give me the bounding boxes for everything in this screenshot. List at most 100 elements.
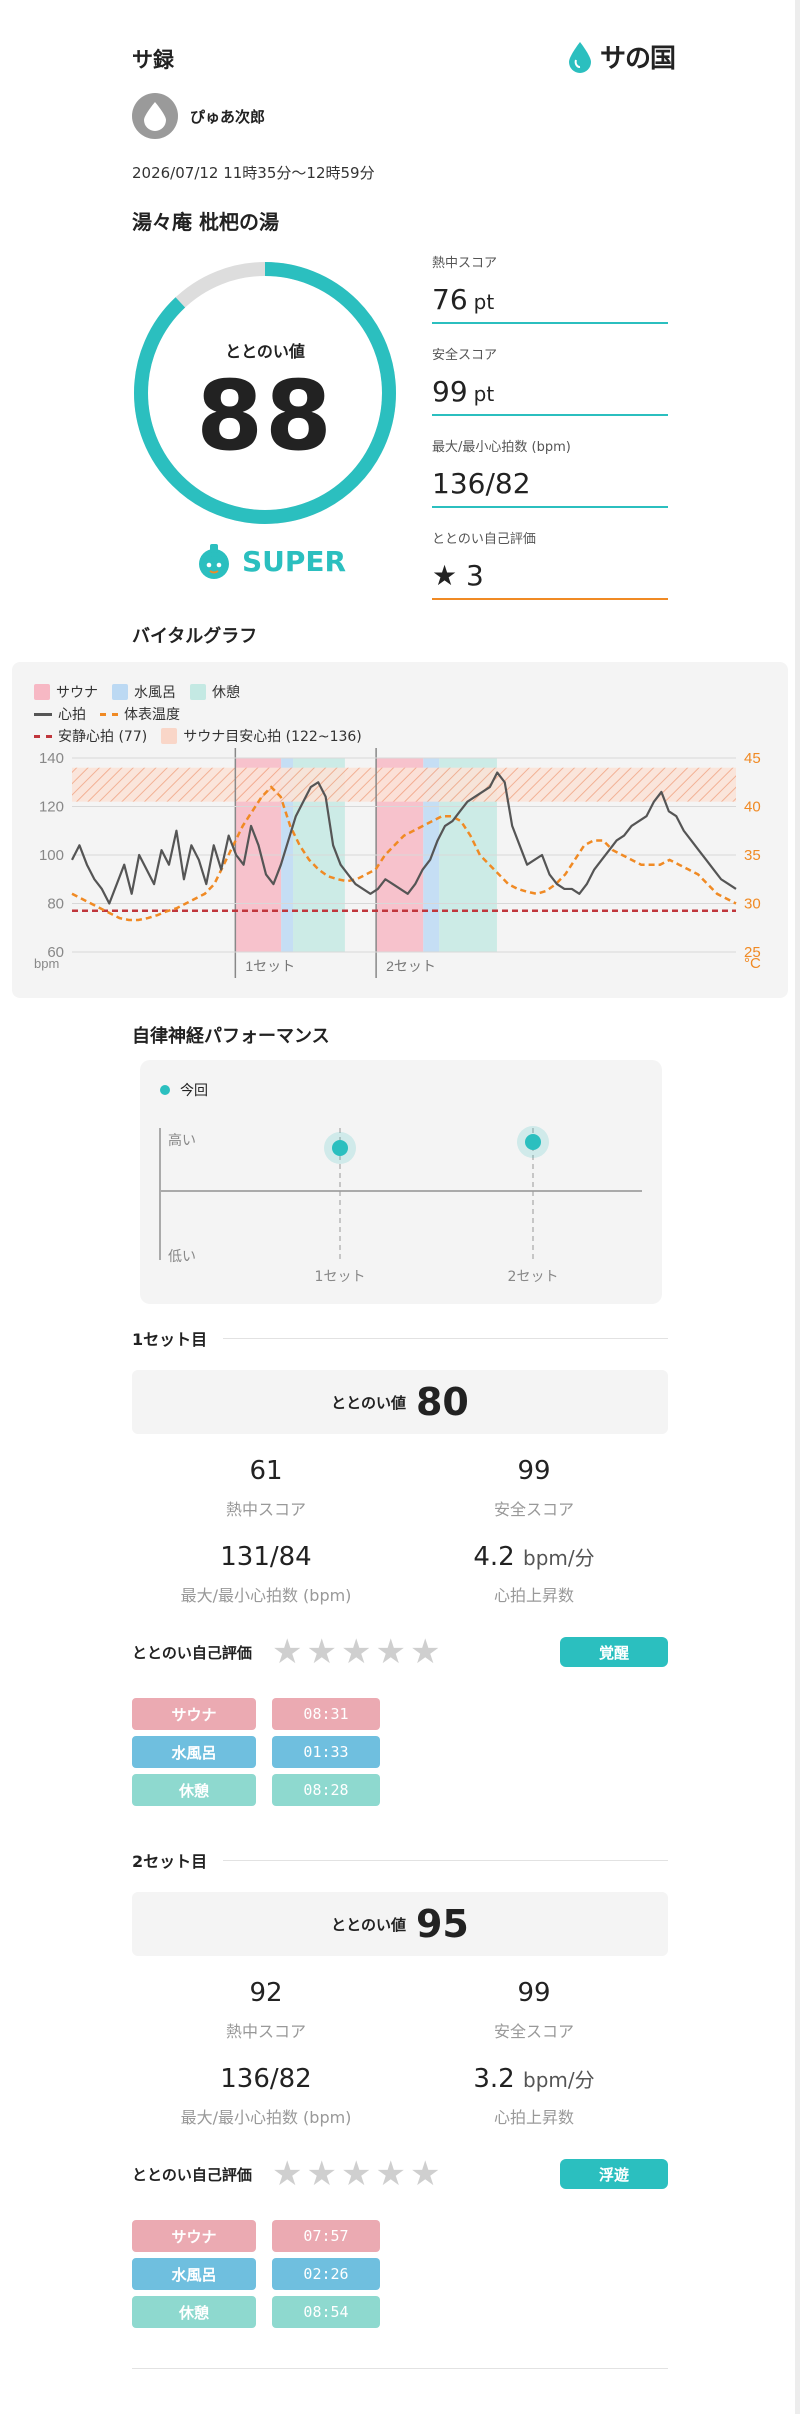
y-left-tick: 60 <box>47 944 64 961</box>
heart-rate-line <box>71 771 737 905</box>
star-icon[interactable]: ★ <box>375 1632 406 1672</box>
facility-name: 湯々庵 枇杷の湯 <box>132 210 279 234</box>
set-2-hr: 136/82 最大/最小心拍数 (bpm) <box>180 2064 352 2127</box>
set-1-header: 1セット目 <box>132 1326 668 1350</box>
bottom-divider <box>132 2368 668 2369</box>
set-2-heat: 92 熱中スコア <box>225 1978 306 2041</box>
legend-water: 水風呂 <box>112 682 176 702</box>
heart-rate-metric: 最大/最小心拍数 (bpm) 136/82 <box>432 436 668 508</box>
set-1-times: サウナ 08:31 水風呂 01:33 休憩 08:28 <box>132 1698 380 1806</box>
y-right-tick: 25 <box>744 944 761 961</box>
y-left-tick: 80 <box>47 896 64 913</box>
set-1-state-badge: 覚醒 <box>560 1637 668 1667</box>
set-1-safe: 99 安全スコア <box>493 1456 574 1519</box>
set-1-eval-row: ととのい自己評価 ★ ★ ★ ★ ★ 覚醒 <box>132 1632 668 1672</box>
set-1-totonoi-value: 80 <box>415 1380 469 1424</box>
set-1-rating-stars[interactable]: ★ ★ ★ ★ ★ <box>272 1632 440 1672</box>
metric-unit: pt <box>473 290 495 314</box>
session-datetime: 2026/07/12 11時35分〜12時59分 <box>132 164 375 182</box>
legend-rest: 休憩 <box>190 682 240 702</box>
y-right-tick: 40 <box>744 799 761 816</box>
y-right-tick: 45 <box>744 750 761 767</box>
metric-value: ★ 3 <box>432 559 484 592</box>
metric-value: 99 <box>432 375 468 408</box>
legend-resting: 安静心拍 (77) <box>34 726 147 746</box>
set-label-1: 1セット <box>245 958 295 974</box>
brand-logo: サの国 <box>566 38 676 75</box>
set-2-totonoi: ととのい値 95 <box>132 1892 668 1956</box>
set-1-hr: 131/84 最大/最小心拍数 (bpm) <box>180 1542 352 1605</box>
set-2-rise: 3.2 bpm/分 心拍上昇数 <box>473 2064 595 2127</box>
ans-high-label: 高い <box>168 1133 196 1149</box>
set-2-eval-row: ととのい自己評価 ★ ★ ★ ★ ★ 浮遊 <box>132 2154 668 2194</box>
star-icon[interactable]: ★ <box>375 2154 406 2194</box>
set-2-rating-stars[interactable]: ★ ★ ★ ★ ★ <box>272 2154 440 2194</box>
metric-label: 熱中スコア <box>432 256 498 271</box>
metric-unit: pt <box>473 382 495 406</box>
legend-row-3: 安静心拍 (77) サウナ目安心拍 (122~136) <box>34 726 362 746</box>
ans-title: 自律神経パフォーマンス <box>132 1026 330 1047</box>
rank-badge: SUPER <box>196 542 346 580</box>
target-hr-band <box>72 767 736 802</box>
metric-value: 136/82 <box>432 467 531 500</box>
metric-label: 最大/最小心拍数 (bpm) <box>432 440 571 455</box>
heat-score-metric: 熱中スコア 76 pt <box>432 252 668 324</box>
safe-score-metric: 安全スコア 99 pt <box>432 344 668 416</box>
legend-target: サウナ目安心拍 (122~136) <box>161 726 362 746</box>
avatar <box>132 93 178 139</box>
star-icon[interactable]: ★ <box>340 1632 372 1672</box>
star-icon[interactable]: ★ <box>306 1632 337 1672</box>
vital-chart: 140 45 120 40 100 35 80 30 60 25 bpm °C 1セット 2セット <box>34 748 761 978</box>
set-2-safe: 99 安全スコア <box>493 1978 574 2041</box>
set-1-rise: 4.2 bpm/分 心拍上昇数 <box>473 1542 595 1605</box>
ans-panel: 今回 高い 低い 1セット 2セット <box>140 1060 662 1304</box>
totonoi-ring <box>128 256 402 530</box>
ans-set-label-1: 1セット <box>314 1269 366 1285</box>
ans-point-2 <box>525 1134 541 1150</box>
scrollbar-track[interactable] <box>795 0 800 2414</box>
logo-text: サの国 <box>600 44 676 74</box>
legend-temp: 体表温度 <box>100 704 180 724</box>
ans-low-label: 低い <box>168 1249 196 1265</box>
metric-label: ととのい自己評価 <box>432 532 536 547</box>
y-right-tick: 35 <box>744 847 761 864</box>
y-right-unit: °C <box>744 955 761 972</box>
set-2-state-badge: 浮遊 <box>560 2159 668 2189</box>
drop-icon <box>569 41 591 73</box>
ring-value: 88 <box>196 360 334 472</box>
ring-progress <box>134 262 396 524</box>
star-icon[interactable]: ★ <box>306 2154 337 2194</box>
star-icon[interactable]: ★ <box>409 1632 441 1672</box>
y-left-unit: bpm <box>34 956 59 971</box>
app-title: サ録 <box>132 48 174 72</box>
star-icon[interactable]: ★ <box>409 2154 441 2194</box>
user-name: ぴゅあ次郎 <box>190 108 266 126</box>
rank-text: SUPER <box>242 544 347 578</box>
metric-label: 安全スコア <box>432 348 498 363</box>
set-2-times: サウナ 07:57 水風呂 02:26 休憩 08:54 <box>132 2220 380 2328</box>
ans-chart <box>159 1126 642 1260</box>
rank-icon <box>199 544 229 579</box>
drop-avatar-icon <box>144 102 166 131</box>
metric-value: 76 <box>432 283 468 316</box>
self-eval-metric: ととのい自己評価 ★ 3 <box>432 528 668 600</box>
legend-sauna: サウナ <box>34 682 98 702</box>
set-2-header: 2セット目 <box>132 1848 668 1872</box>
star-icon[interactable]: ★ <box>340 2154 372 2194</box>
ans-set-label-2: 2セット <box>507 1269 559 1285</box>
vital-graph-panel: サウナ 水風呂 休憩 心拍 体表温度 安静心拍 (77) サウナ目安心拍 (12… <box>12 662 788 998</box>
legend-hr: 心拍 <box>34 704 86 724</box>
ring-label: ととのい値 <box>225 342 305 361</box>
ans-legend: 今回 <box>160 1080 208 1100</box>
star-icon[interactable]: ★ <box>272 2154 303 2194</box>
set-2-totonoi-value: 95 <box>415 1902 469 1946</box>
y-left-tick: 140 <box>39 750 64 767</box>
star-icon[interactable]: ★ <box>272 1632 303 1672</box>
set-label-2: 2セット <box>386 958 436 974</box>
y-right-tick: 30 <box>744 896 761 913</box>
y-left-tick: 100 <box>39 847 64 864</box>
legend-row-1: サウナ 水風呂 休憩 <box>34 682 240 702</box>
y-left-tick: 120 <box>39 799 64 816</box>
set-1-heat: 61 熱中スコア <box>225 1456 306 1519</box>
ans-point-1 <box>332 1140 348 1156</box>
